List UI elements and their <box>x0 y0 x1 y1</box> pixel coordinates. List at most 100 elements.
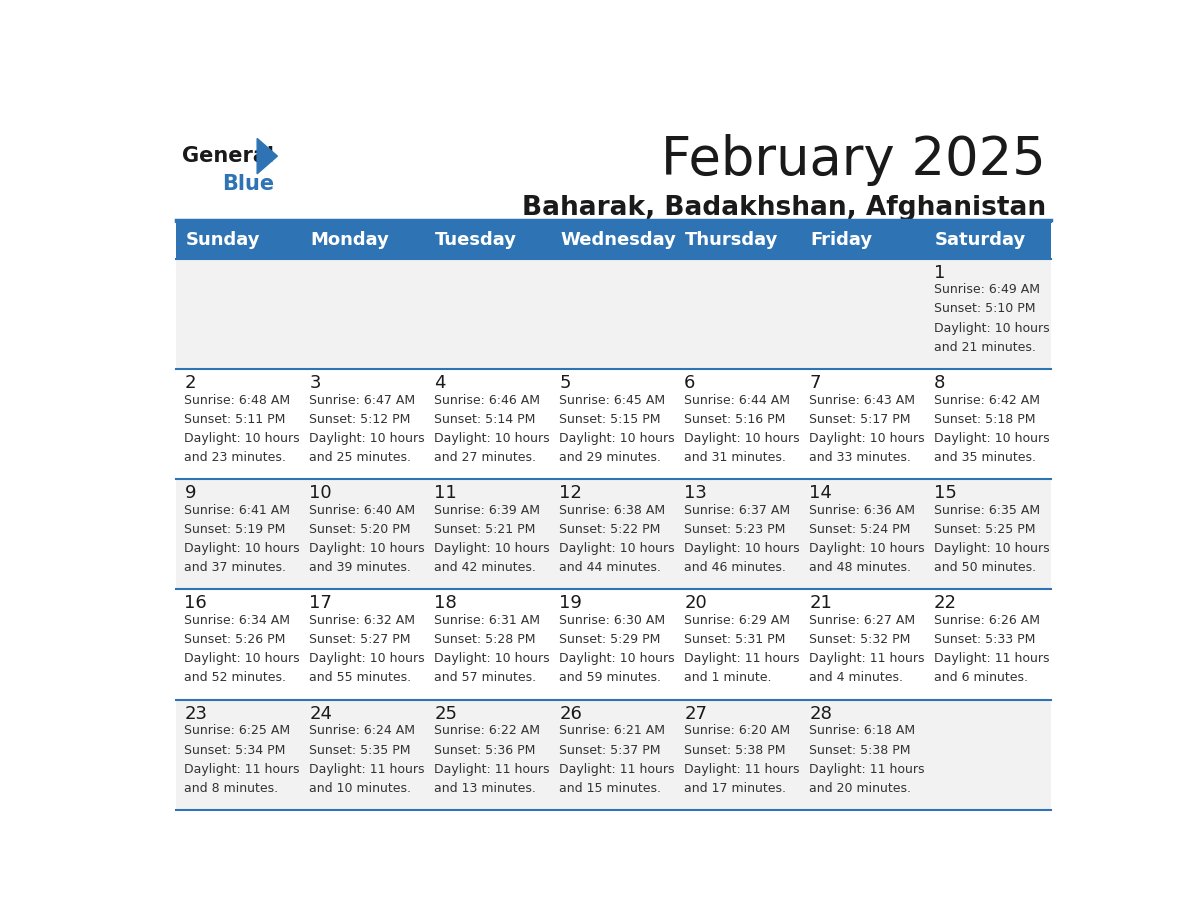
Text: Sunrise: 6:42 AM: Sunrise: 6:42 AM <box>934 394 1041 407</box>
Text: 17: 17 <box>309 594 333 612</box>
Text: and 57 minutes.: and 57 minutes. <box>435 671 537 685</box>
Text: 26: 26 <box>560 705 582 722</box>
Text: and 33 minutes.: and 33 minutes. <box>809 451 911 464</box>
Text: 7: 7 <box>809 374 821 392</box>
Text: Daylight: 10 hours: Daylight: 10 hours <box>309 653 425 666</box>
Text: Baharak, Badakhshan, Afghanistan: Baharak, Badakhshan, Afghanistan <box>522 195 1047 220</box>
Text: Sunday: Sunday <box>185 231 260 249</box>
Text: 18: 18 <box>435 594 457 612</box>
Text: and 55 minutes.: and 55 minutes. <box>309 671 411 685</box>
Text: Daylight: 10 hours: Daylight: 10 hours <box>560 653 675 666</box>
Text: Sunrise: 6:24 AM: Sunrise: 6:24 AM <box>309 724 416 737</box>
Text: and 25 minutes.: and 25 minutes. <box>309 451 411 464</box>
Text: Sunrise: 6:43 AM: Sunrise: 6:43 AM <box>809 394 915 407</box>
Text: 27: 27 <box>684 705 707 722</box>
Text: Sunset: 5:11 PM: Sunset: 5:11 PM <box>184 413 286 426</box>
Text: Sunset: 5:35 PM: Sunset: 5:35 PM <box>309 744 411 756</box>
Text: Sunrise: 6:26 AM: Sunrise: 6:26 AM <box>934 614 1041 627</box>
Text: 24: 24 <box>309 705 333 722</box>
Text: Sunset: 5:31 PM: Sunset: 5:31 PM <box>684 633 785 646</box>
Text: Sunrise: 6:39 AM: Sunrise: 6:39 AM <box>435 504 541 517</box>
Text: and 8 minutes.: and 8 minutes. <box>184 781 278 795</box>
Text: and 13 minutes.: and 13 minutes. <box>435 781 536 795</box>
Text: Daylight: 10 hours: Daylight: 10 hours <box>184 431 301 445</box>
Text: Thursday: Thursday <box>685 231 778 249</box>
FancyBboxPatch shape <box>176 479 1051 589</box>
Text: Sunset: 5:38 PM: Sunset: 5:38 PM <box>809 744 911 756</box>
Text: Sunset: 5:32 PM: Sunset: 5:32 PM <box>809 633 910 646</box>
Text: Sunset: 5:22 PM: Sunset: 5:22 PM <box>560 523 661 536</box>
Text: and 21 minutes.: and 21 minutes. <box>934 341 1036 353</box>
Text: 22: 22 <box>934 594 958 612</box>
Text: Sunset: 5:19 PM: Sunset: 5:19 PM <box>184 523 286 536</box>
Text: Daylight: 11 hours: Daylight: 11 hours <box>184 763 299 776</box>
Text: Sunset: 5:17 PM: Sunset: 5:17 PM <box>809 413 911 426</box>
Text: Daylight: 11 hours: Daylight: 11 hours <box>560 763 675 776</box>
Text: Daylight: 10 hours: Daylight: 10 hours <box>184 653 301 666</box>
FancyBboxPatch shape <box>176 222 1051 259</box>
Text: Daylight: 10 hours: Daylight: 10 hours <box>560 431 675 445</box>
Text: and 31 minutes.: and 31 minutes. <box>684 451 786 464</box>
Text: 11: 11 <box>435 484 457 502</box>
Text: Daylight: 11 hours: Daylight: 11 hours <box>809 653 924 666</box>
Text: and 6 minutes.: and 6 minutes. <box>934 671 1028 685</box>
Text: Sunrise: 6:27 AM: Sunrise: 6:27 AM <box>809 614 915 627</box>
Text: Sunrise: 6:31 AM: Sunrise: 6:31 AM <box>435 614 541 627</box>
FancyBboxPatch shape <box>176 589 1051 700</box>
Text: Daylight: 10 hours: Daylight: 10 hours <box>309 431 425 445</box>
Text: February 2025: February 2025 <box>662 134 1047 185</box>
Text: Sunset: 5:25 PM: Sunset: 5:25 PM <box>934 523 1036 536</box>
Text: and 35 minutes.: and 35 minutes. <box>934 451 1036 464</box>
Text: Sunset: 5:21 PM: Sunset: 5:21 PM <box>435 523 536 536</box>
Text: Sunrise: 6:18 AM: Sunrise: 6:18 AM <box>809 724 915 737</box>
Text: Daylight: 11 hours: Daylight: 11 hours <box>309 763 425 776</box>
Text: Sunrise: 6:40 AM: Sunrise: 6:40 AM <box>309 504 416 517</box>
Text: Sunset: 5:38 PM: Sunset: 5:38 PM <box>684 744 785 756</box>
Text: 6: 6 <box>684 374 696 392</box>
Text: 28: 28 <box>809 705 832 722</box>
Text: 21: 21 <box>809 594 832 612</box>
Text: and 10 minutes.: and 10 minutes. <box>309 781 411 795</box>
Polygon shape <box>257 139 278 174</box>
Text: 16: 16 <box>184 594 207 612</box>
Text: Sunset: 5:15 PM: Sunset: 5:15 PM <box>560 413 661 426</box>
Text: Sunrise: 6:41 AM: Sunrise: 6:41 AM <box>184 504 290 517</box>
Text: Daylight: 11 hours: Daylight: 11 hours <box>435 763 550 776</box>
FancyBboxPatch shape <box>176 259 1051 369</box>
Text: Daylight: 10 hours: Daylight: 10 hours <box>809 431 924 445</box>
Text: Sunset: 5:14 PM: Sunset: 5:14 PM <box>435 413 536 426</box>
Text: 5: 5 <box>560 374 570 392</box>
Text: 23: 23 <box>184 705 208 722</box>
Text: Sunrise: 6:20 AM: Sunrise: 6:20 AM <box>684 724 790 737</box>
Text: Wednesday: Wednesday <box>561 231 676 249</box>
Text: and 29 minutes.: and 29 minutes. <box>560 451 662 464</box>
Text: Sunrise: 6:25 AM: Sunrise: 6:25 AM <box>184 724 291 737</box>
Text: Sunrise: 6:29 AM: Sunrise: 6:29 AM <box>684 614 790 627</box>
Text: Tuesday: Tuesday <box>435 231 517 249</box>
Text: Sunset: 5:29 PM: Sunset: 5:29 PM <box>560 633 661 646</box>
Text: 9: 9 <box>184 484 196 502</box>
Text: Daylight: 10 hours: Daylight: 10 hours <box>309 542 425 555</box>
Text: and 15 minutes.: and 15 minutes. <box>560 781 662 795</box>
Text: Sunset: 5:37 PM: Sunset: 5:37 PM <box>560 744 661 756</box>
Text: and 1 minute.: and 1 minute. <box>684 671 772 685</box>
Text: and 46 minutes.: and 46 minutes. <box>684 561 786 574</box>
Text: 8: 8 <box>934 374 946 392</box>
Text: 10: 10 <box>309 484 331 502</box>
Text: and 4 minutes.: and 4 minutes. <box>809 671 903 685</box>
Text: and 52 minutes.: and 52 minutes. <box>184 671 286 685</box>
Text: Sunset: 5:27 PM: Sunset: 5:27 PM <box>309 633 411 646</box>
Text: Sunrise: 6:45 AM: Sunrise: 6:45 AM <box>560 394 665 407</box>
Text: Saturday: Saturday <box>935 231 1026 249</box>
Text: 3: 3 <box>309 374 321 392</box>
Text: Sunrise: 6:34 AM: Sunrise: 6:34 AM <box>184 614 290 627</box>
Text: Sunrise: 6:21 AM: Sunrise: 6:21 AM <box>560 724 665 737</box>
Text: Sunrise: 6:46 AM: Sunrise: 6:46 AM <box>435 394 541 407</box>
Text: 2: 2 <box>184 374 196 392</box>
Text: Daylight: 11 hours: Daylight: 11 hours <box>809 763 924 776</box>
Text: Sunrise: 6:32 AM: Sunrise: 6:32 AM <box>309 614 416 627</box>
Text: Sunset: 5:24 PM: Sunset: 5:24 PM <box>809 523 910 536</box>
FancyBboxPatch shape <box>176 700 1051 810</box>
Text: Sunrise: 6:38 AM: Sunrise: 6:38 AM <box>560 504 665 517</box>
Text: 15: 15 <box>934 484 958 502</box>
